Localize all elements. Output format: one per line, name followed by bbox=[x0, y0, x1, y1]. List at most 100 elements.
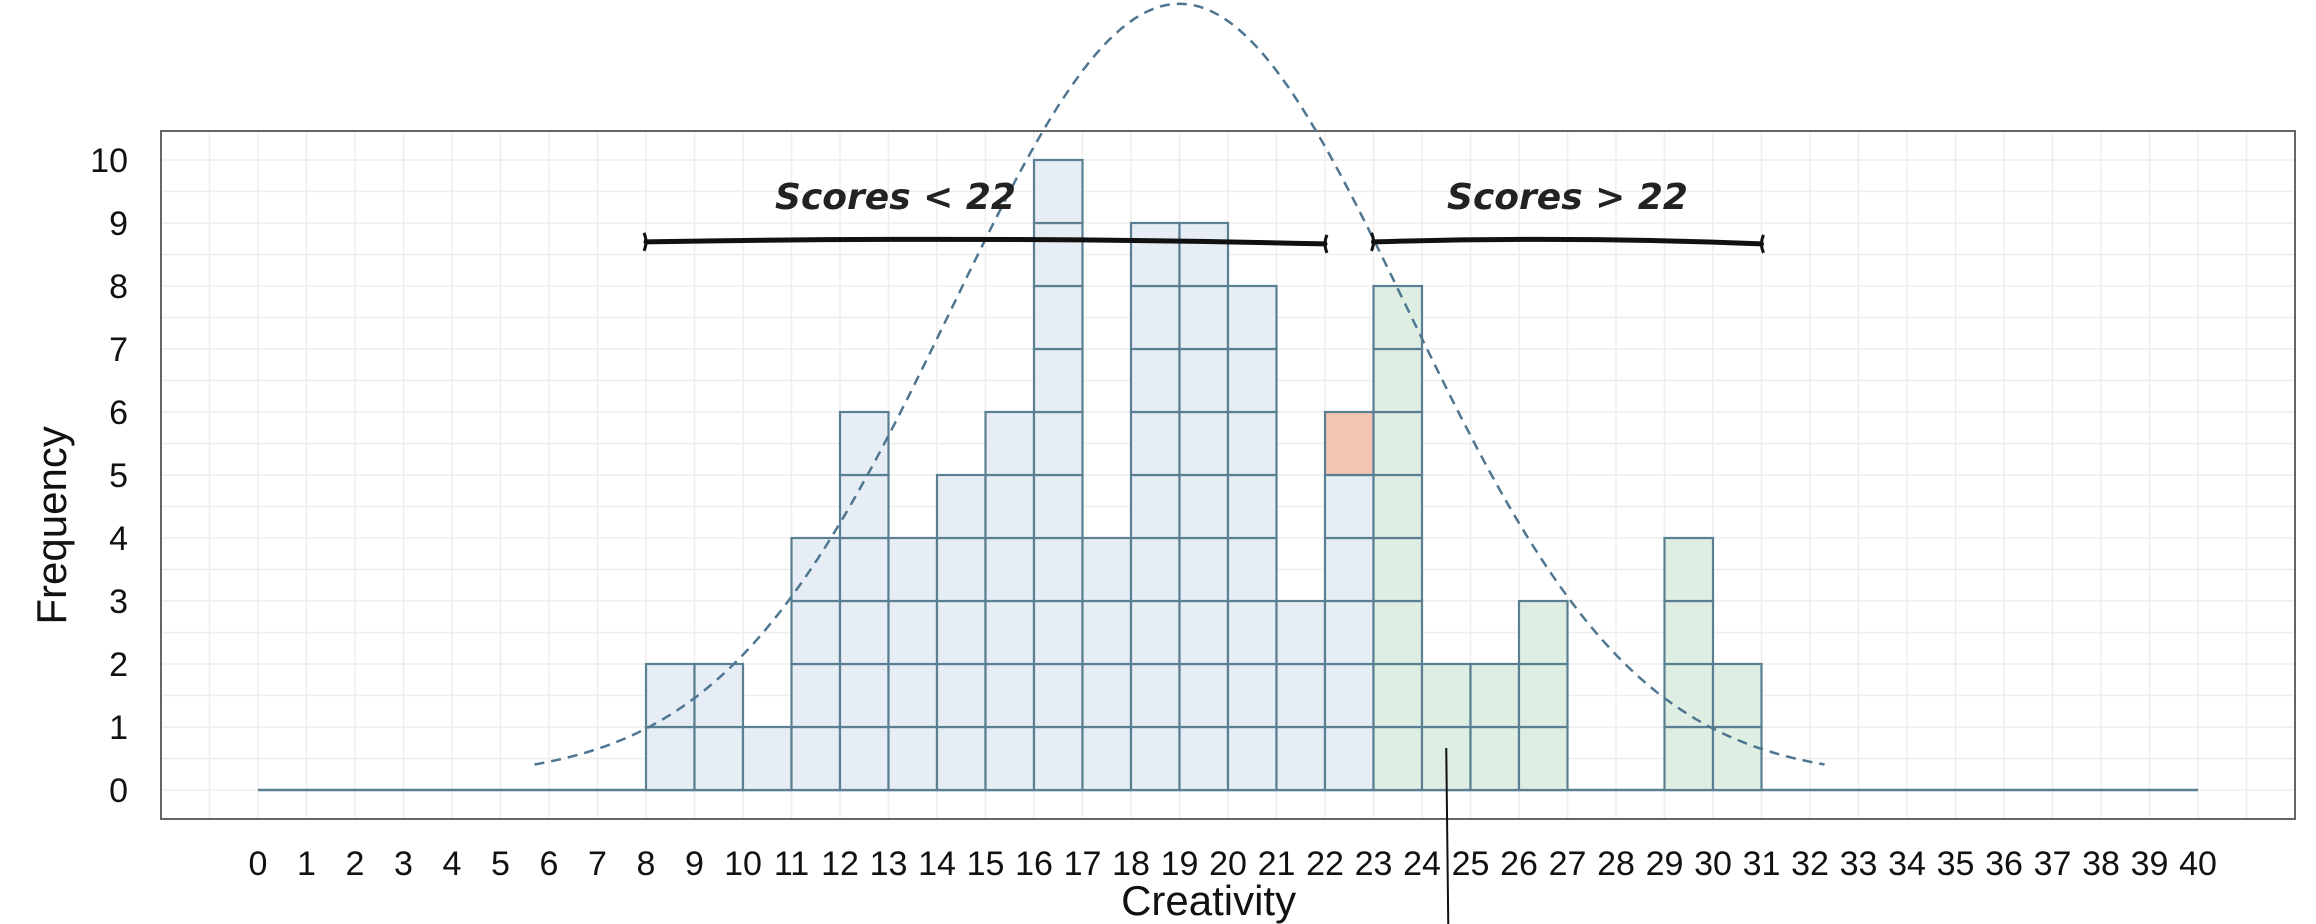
bar-cell bbox=[984, 662, 1036, 729]
bar-cell bbox=[1129, 662, 1181, 729]
bar-cell bbox=[1323, 599, 1375, 666]
x-tick-label: 20 bbox=[1209, 845, 1247, 883]
y-tick-label: 6 bbox=[109, 394, 128, 432]
bar-cell bbox=[1081, 725, 1133, 792]
x-tick-label: 17 bbox=[1064, 845, 1102, 883]
bar-cell bbox=[935, 725, 987, 792]
x-tick-label: 25 bbox=[1452, 845, 1490, 883]
bar bbox=[1517, 599, 1569, 792]
bar-cell bbox=[1323, 473, 1375, 540]
x-tick-label: 22 bbox=[1306, 845, 1344, 883]
bar bbox=[935, 473, 987, 792]
annotation: Scores < 22 bbox=[642, 177, 1329, 254]
x-tick-label: 21 bbox=[1258, 845, 1296, 883]
bar-cell bbox=[838, 410, 890, 477]
x-tick-label: 4 bbox=[443, 845, 462, 883]
annotation-label: Scores > 22 bbox=[1447, 177, 1688, 218]
bracket-end bbox=[1370, 232, 1765, 254]
x-tick-label: 11 bbox=[774, 845, 809, 883]
bar-cell bbox=[1323, 536, 1375, 603]
bar-cell bbox=[1663, 599, 1715, 666]
bar-cell bbox=[1178, 599, 1230, 666]
bar-cell bbox=[935, 536, 987, 603]
x-tick-label: 7 bbox=[588, 845, 607, 883]
bar bbox=[1081, 536, 1133, 792]
bar-cell bbox=[838, 725, 890, 792]
bar-cell bbox=[1275, 662, 1327, 729]
bar-cell bbox=[1372, 473, 1424, 540]
x-tick-label: 18 bbox=[1112, 845, 1150, 883]
bar-cell bbox=[1226, 410, 1278, 477]
bar-cell bbox=[1275, 599, 1327, 666]
annotation: Scores > 22 bbox=[1370, 177, 1765, 254]
x-tick-label: 6 bbox=[540, 845, 559, 883]
bar-cell bbox=[1129, 347, 1181, 414]
bar-cell bbox=[1178, 410, 1230, 477]
bar-cell bbox=[1129, 473, 1181, 540]
bar bbox=[1663, 536, 1715, 792]
bar-cell bbox=[1469, 662, 1521, 729]
y-tick-label: 0 bbox=[109, 772, 128, 810]
bar-cell bbox=[1081, 599, 1133, 666]
bar bbox=[1323, 410, 1375, 792]
x-tick-label: 29 bbox=[1646, 845, 1684, 883]
pointer-line bbox=[1445, 747, 1450, 924]
bar-cell bbox=[1129, 599, 1181, 666]
x-tick-label: 8 bbox=[637, 845, 656, 883]
bar-cell bbox=[1372, 347, 1424, 414]
bar-cell bbox=[1323, 662, 1375, 729]
bar-cell bbox=[1372, 410, 1424, 477]
bar-cell bbox=[1081, 536, 1133, 603]
y-tick-label: 10 bbox=[90, 142, 128, 180]
bar-cell bbox=[1032, 347, 1084, 414]
bar-cell bbox=[1178, 473, 1230, 540]
x-axis-title: Creativity bbox=[1121, 877, 1296, 924]
bar-cell bbox=[1663, 536, 1715, 603]
bar-cell bbox=[1032, 158, 1084, 225]
bar-cell bbox=[1226, 725, 1278, 792]
y-tick-label: 4 bbox=[109, 520, 128, 558]
bar-cell bbox=[741, 725, 793, 792]
x-tick-label: 31 bbox=[1743, 845, 1781, 883]
bar bbox=[838, 410, 890, 792]
bar bbox=[984, 410, 1036, 792]
x-tick-label: 37 bbox=[2034, 845, 2072, 883]
x-tick-label: 1 bbox=[297, 845, 316, 883]
bar-cell bbox=[693, 662, 745, 729]
bar-cell bbox=[984, 599, 1036, 666]
x-tick-label: 40 bbox=[2179, 845, 2217, 883]
bar-cell bbox=[935, 599, 987, 666]
x-tick-label: 38 bbox=[2082, 845, 2120, 883]
bar bbox=[741, 725, 793, 792]
y-tick-label: 8 bbox=[109, 268, 128, 306]
bar-cell bbox=[1178, 662, 1230, 729]
bar-cell bbox=[1517, 725, 1569, 792]
bar-cell bbox=[838, 473, 890, 540]
y-tick-label: 3 bbox=[109, 583, 128, 621]
bar bbox=[887, 536, 939, 792]
bar-cell bbox=[693, 725, 745, 792]
x-tick-label: 16 bbox=[1015, 845, 1053, 883]
x-tick-label: 3 bbox=[394, 845, 413, 883]
x-tick-label: 10 bbox=[724, 845, 762, 883]
bar-cell bbox=[1032, 599, 1084, 666]
bar-cell bbox=[1178, 347, 1230, 414]
bar-cell bbox=[838, 662, 890, 729]
bar bbox=[1469, 662, 1521, 792]
bar-cell bbox=[1517, 599, 1569, 666]
bar-cell bbox=[935, 473, 987, 540]
bar bbox=[1372, 284, 1424, 792]
x-tick-label: 5 bbox=[491, 845, 510, 883]
normal-curve bbox=[534, 2, 1825, 766]
y-tick-label: 2 bbox=[109, 646, 128, 684]
bar bbox=[1226, 284, 1278, 792]
bar-cell bbox=[790, 725, 842, 792]
bar-cell bbox=[1372, 284, 1424, 351]
x-tick-label: 26 bbox=[1500, 845, 1538, 883]
x-tick-labels: 0 1 2 3 4 5 6 7 8 9 10 11 12 13 14 15 16 17 18 19 20 21 22 23 24… bbox=[249, 845, 2217, 883]
bar-cell bbox=[1663, 725, 1715, 792]
annotations: Scores < 22 Scores > 22 bbox=[642, 177, 1765, 254]
bar-cell bbox=[887, 536, 939, 603]
x-tick-label: 12 bbox=[821, 845, 859, 883]
bar-cell bbox=[1323, 725, 1375, 792]
